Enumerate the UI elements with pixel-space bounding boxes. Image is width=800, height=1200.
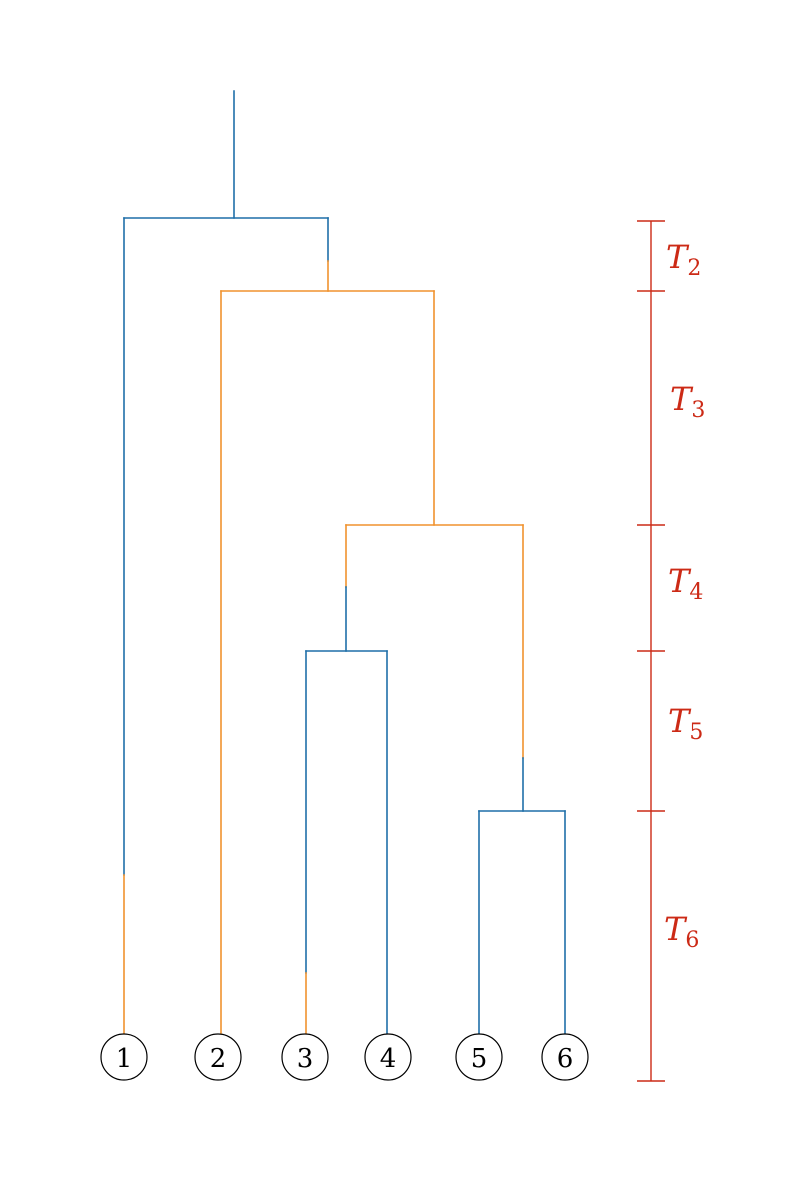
- time-axis: T2 T3 T4 T5 T6: [637, 220, 705, 1082]
- tree-branches: [123, 90, 566, 1034]
- leaf-node-1: 1: [100, 1033, 148, 1081]
- time-interval-label-T4: T4: [668, 562, 703, 605]
- leaf-node-3: 3: [281, 1033, 329, 1081]
- leaf-nodes: 1 2 3 4 5 6: [100, 1033, 589, 1081]
- time-interval-label-T6: T6: [664, 910, 699, 953]
- leaf-label-3: 3: [297, 1044, 314, 1074]
- leaf-node-4: 4: [364, 1033, 412, 1081]
- leaf-label-5: 5: [471, 1044, 488, 1074]
- time-interval-label-T5: T5: [668, 702, 703, 745]
- leaf-label-4: 4: [380, 1044, 397, 1074]
- time-interval-label-T3: T3: [670, 380, 705, 423]
- leaf-node-6: 6: [541, 1033, 589, 1081]
- leaf-label-6: 6: [557, 1044, 574, 1074]
- leaf-node-5: 5: [455, 1033, 503, 1081]
- leaf-label-2: 2: [210, 1044, 227, 1074]
- leaf-node-2: 2: [194, 1033, 242, 1081]
- time-interval-label-T2: T2: [666, 238, 701, 281]
- leaf-label-1: 1: [116, 1044, 133, 1074]
